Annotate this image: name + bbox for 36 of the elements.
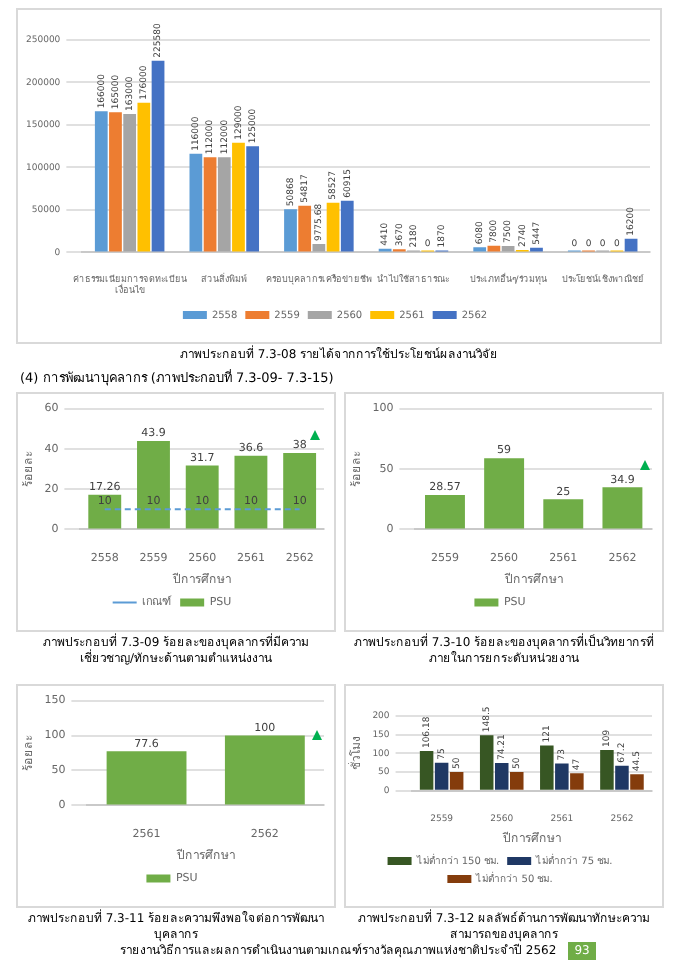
bar <box>326 202 340 252</box>
bar <box>449 772 464 790</box>
bar <box>479 735 494 790</box>
bar <box>234 455 268 529</box>
bar <box>232 142 245 252</box>
bar <box>540 745 554 790</box>
bar <box>340 200 354 252</box>
bar <box>630 774 644 790</box>
bar <box>151 60 165 252</box>
bar <box>570 773 584 790</box>
bar <box>185 465 219 529</box>
bar <box>284 209 297 252</box>
bar <box>494 763 509 790</box>
bar <box>137 102 151 252</box>
bar <box>484 458 525 529</box>
bar <box>189 153 203 252</box>
bar <box>312 244 326 252</box>
bar <box>137 441 170 529</box>
bar <box>615 765 629 790</box>
bar <box>246 146 260 252</box>
bar <box>425 494 465 529</box>
bar <box>600 750 614 790</box>
bar <box>283 452 317 529</box>
bar <box>419 751 434 790</box>
bar <box>203 157 217 252</box>
bar <box>602 487 643 529</box>
bar <box>94 111 108 252</box>
bar <box>510 772 524 790</box>
bar <box>217 157 231 252</box>
bar <box>123 113 137 252</box>
bar <box>434 762 449 790</box>
bar <box>543 499 584 529</box>
bar <box>298 205 312 252</box>
bar <box>555 763 569 790</box>
bar <box>88 494 122 529</box>
bar <box>109 112 122 252</box>
